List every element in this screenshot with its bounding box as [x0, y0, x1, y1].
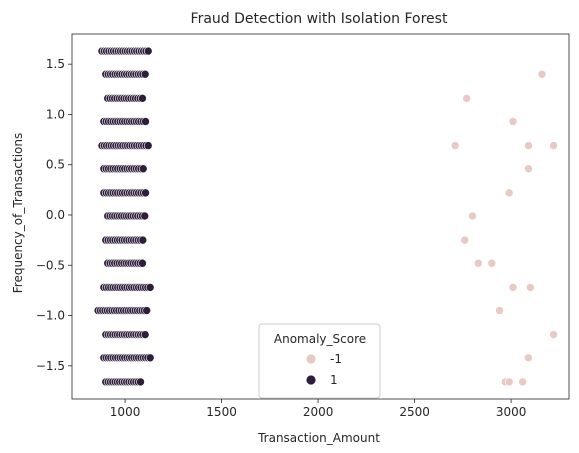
data-point-normal: [141, 188, 150, 198]
y-tick-label: −1.5: [36, 359, 65, 373]
data-point-anomaly: [460, 235, 470, 245]
y-tick-label: 1.5: [46, 57, 65, 71]
data-point-anomaly: [524, 164, 533, 174]
data-point-normal: [143, 141, 153, 150]
data-point-anomaly: [537, 69, 547, 79]
data-point-normal: [138, 164, 148, 174]
legend-label-normal: 1: [330, 373, 338, 387]
x-tick-label: 1000: [110, 405, 141, 419]
y-tick-label: −1.0: [36, 309, 65, 323]
data-point-normal: [138, 235, 148, 245]
legend: Anomaly_Score -1 1: [258, 323, 381, 399]
data-point-anomaly: [450, 141, 460, 150]
x-axis-label: Transaction_Amount: [257, 431, 380, 445]
data-point-normal: [138, 94, 147, 103]
legend-box: [258, 323, 381, 399]
axes-frame: [71, 33, 570, 400]
data-point-anomaly: [518, 377, 527, 387]
data-point-normal: [141, 117, 150, 126]
y-tick-label: 0.0: [46, 208, 65, 222]
x-tick-label: 1500: [206, 405, 237, 419]
y-axis-label: Frequency_of_Transactions: [11, 133, 25, 293]
data-point-anomaly: [526, 283, 535, 292]
data-point-anomaly: [462, 94, 472, 103]
y-tick-label: −0.5: [36, 258, 65, 272]
data-point-normal: [140, 211, 150, 221]
data-point-anomaly: [504, 377, 514, 387]
y-tick-label: 1.0: [46, 107, 65, 121]
data-point-anomaly: [473, 258, 483, 268]
data-point-anomaly: [508, 117, 518, 126]
data-point-anomaly: [549, 330, 558, 339]
plot-area: [93, 46, 558, 387]
legend-title: Anomaly_Score: [274, 332, 366, 346]
data-point-anomaly: [549, 141, 558, 150]
y-tick-label: 0.5: [46, 158, 65, 172]
data-point-anomaly: [487, 258, 497, 268]
legend-label-anomaly: -1: [330, 352, 342, 366]
data-point-anomaly: [504, 188, 514, 198]
data-point-normal: [143, 46, 153, 56]
data-point-normal: [140, 69, 150, 79]
data-point-anomaly: [524, 141, 533, 150]
data-point-normal: [136, 377, 145, 387]
x-tick-label: 2000: [303, 405, 334, 419]
data-point-normal: [145, 283, 155, 292]
data-point-anomaly: [468, 211, 477, 221]
data-point-normal: [145, 353, 155, 363]
data-point-anomaly: [524, 353, 533, 363]
x-tick-label: 3000: [496, 405, 527, 419]
chart-title: Fraud Detection with Isolation Forest: [191, 11, 448, 27]
data-point-normal: [140, 330, 150, 339]
data-point-normal: [138, 258, 147, 268]
axis-ticks: 1000 1500 2000 2500 3000 1.5 1.0 0.5 0.0 −0.5 −1.0…: [36, 57, 527, 419]
legend-marker-normal: [305, 374, 317, 386]
legend-marker-anomaly: [305, 353, 317, 365]
x-tick-label: 2500: [399, 405, 430, 419]
data-point-anomaly: [508, 283, 518, 292]
data-point-normal: [142, 306, 151, 315]
data-point-anomaly: [495, 306, 504, 315]
